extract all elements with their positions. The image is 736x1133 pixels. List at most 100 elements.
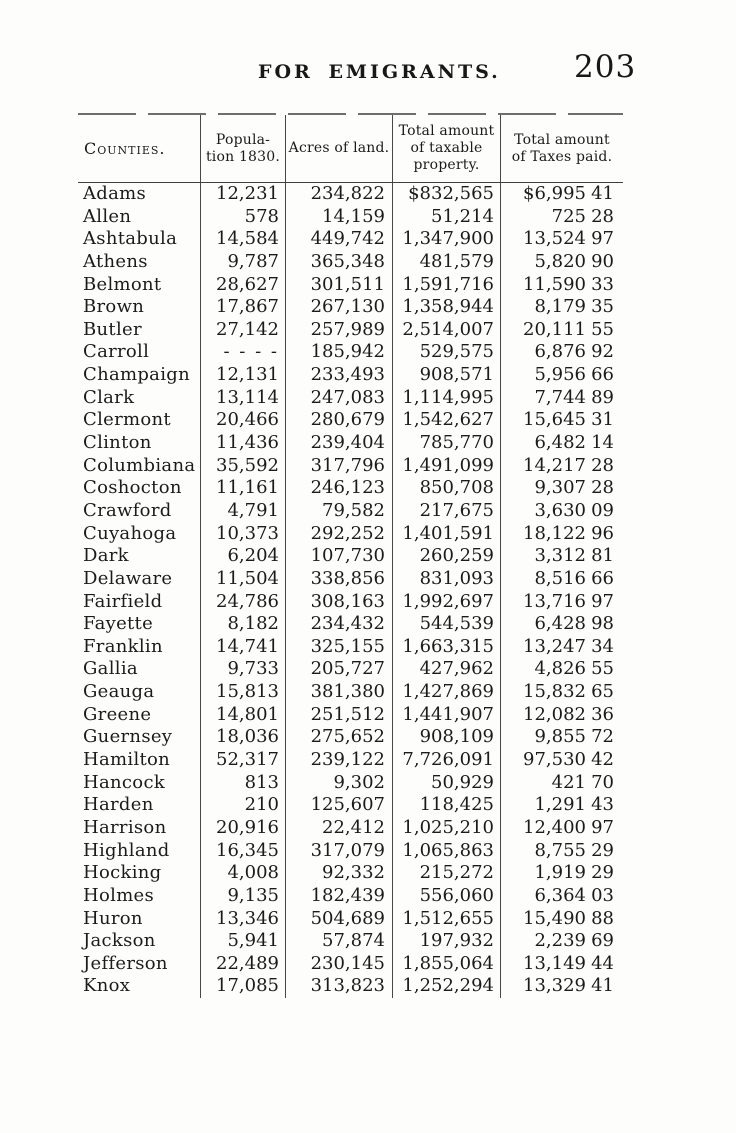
taxes-paid-value: 12,082 36 bbox=[500, 703, 623, 727]
acres-of-land-value: 205,727 bbox=[285, 658, 392, 682]
taxes-paid-cents: 69 bbox=[591, 930, 614, 952]
taxes-paid-value: 14,217 28 bbox=[500, 454, 623, 478]
taxable-property-value: 51,214 bbox=[392, 205, 500, 229]
taxes-paid-cents: 97 bbox=[591, 228, 614, 250]
taxes-paid-value: 8,755 29 bbox=[500, 839, 623, 863]
population-value: 14,741 bbox=[200, 635, 285, 659]
taxes-paid-dollars: 13,524 bbox=[523, 228, 586, 250]
taxes-paid-cents: 96 bbox=[591, 522, 614, 544]
county-name: Clinton bbox=[83, 432, 152, 454]
table-row: Harrison 20,916 22,412 1,025,210 12,400 97 bbox=[78, 816, 623, 840]
table-row: Hancock 813 9,302 50,929 421 70 bbox=[78, 771, 623, 795]
column-header-counties: Counties. bbox=[78, 115, 200, 183]
acres-of-land-value: 79,582 bbox=[285, 499, 392, 523]
taxable-property-value: 1,347,900 bbox=[392, 228, 500, 251]
acres-of-land-value: 247,083 bbox=[285, 386, 392, 410]
county-name: Hamilton bbox=[83, 749, 171, 771]
population-value: 12,231 bbox=[200, 183, 285, 206]
acres-of-land-value: 22,412 bbox=[285, 816, 392, 840]
taxable-property-value: 7,726,091 bbox=[392, 749, 500, 772]
table-row: Coshocton 11,161 246,123 850,708 9,307 28 bbox=[78, 477, 623, 500]
county-name: Dark bbox=[83, 545, 129, 567]
acres-of-land-value: 239,122 bbox=[285, 749, 392, 772]
county-name: Geauga bbox=[83, 681, 155, 703]
taxable-property-value: 1,663,315 bbox=[392, 635, 500, 659]
population-value: 52,317 bbox=[200, 749, 285, 772]
population-value: 35,592 bbox=[200, 454, 285, 478]
taxes-paid-dollars: 2,239 bbox=[534, 930, 586, 952]
taxes-paid-value: $6,995 41 bbox=[500, 183, 623, 206]
county-name: Fayette bbox=[83, 613, 154, 635]
taxable-property-value: 556,060 bbox=[392, 884, 500, 908]
table-row: Carroll - - - -185,942 529,575 6,876 92 bbox=[78, 341, 623, 365]
county-name: Guernsey bbox=[83, 726, 173, 748]
county-name: Athens bbox=[83, 250, 148, 272]
taxes-paid-dollars: 15,645 bbox=[523, 409, 586, 431]
taxable-property-value: 481,579 bbox=[392, 250, 500, 274]
taxes-paid-value: 3,630 09 bbox=[500, 499, 623, 523]
taxes-paid-dollars: 6,428 bbox=[534, 613, 586, 635]
taxes-paid-dollars: 1,291 bbox=[534, 794, 586, 816]
taxes-paid-value: 7,744 89 bbox=[500, 386, 623, 410]
table-row: Ashtabula 14,584 449,742 1,347,900 13,524 97 bbox=[78, 228, 623, 251]
population-value: 210 bbox=[200, 794, 285, 817]
taxable-property-value: 2,514,007 bbox=[392, 318, 500, 342]
column-header-line: Counties. bbox=[84, 139, 166, 158]
taxes-paid-dollars: 6,482 bbox=[534, 432, 586, 454]
column-header-line: of taxable bbox=[410, 140, 483, 156]
column-header-population: Popula- tion 1830. bbox=[200, 115, 285, 183]
population-value: 28,627 bbox=[200, 273, 285, 297]
taxes-paid-value: 5,956 66 bbox=[500, 364, 623, 387]
population-value: 17,867 bbox=[200, 296, 285, 319]
taxes-paid-value: 18,122 96 bbox=[500, 522, 623, 546]
acres-of-land-value: 308,163 bbox=[285, 590, 392, 614]
taxes-paid-value: 13,716 97 bbox=[500, 590, 623, 614]
county-name: Ashtabula bbox=[83, 228, 178, 250]
taxable-property-value: 1,992,697 bbox=[392, 590, 500, 614]
taxable-property-value: 217,675 bbox=[392, 499, 500, 523]
taxes-paid-cents: 66 bbox=[591, 364, 614, 386]
taxable-property-value: 908,571 bbox=[392, 364, 500, 387]
taxes-paid-cents: 35 bbox=[591, 296, 614, 318]
table-row: Fairfield 24,786 308,163 1,992,697 13,716 97 bbox=[78, 590, 623, 614]
acres-of-land-value: 230,145 bbox=[285, 952, 392, 976]
column-header-line: of Taxes paid. bbox=[511, 148, 613, 165]
taxable-property-value: 1,114,995 bbox=[392, 386, 500, 410]
taxes-paid-dollars: 11,590 bbox=[523, 273, 586, 295]
population-value: 20,916 bbox=[200, 816, 285, 840]
acres-of-land-value: 246,123 bbox=[285, 477, 392, 500]
taxes-paid-dollars: 15,490 bbox=[523, 907, 586, 929]
acres-of-land-value: 301,511 bbox=[285, 273, 392, 297]
taxes-paid-value: 12,400 97 bbox=[500, 816, 623, 840]
acres-of-land-value: 9,302 bbox=[285, 771, 392, 795]
taxes-paid-value: 3,312 81 bbox=[500, 545, 623, 568]
taxable-property-value: 1,542,627 bbox=[392, 409, 500, 433]
table-row: Allen 578 14,159 51,214 725 28 bbox=[78, 205, 623, 229]
taxes-paid-cents: 88 bbox=[591, 907, 614, 929]
population-value: 9,733 bbox=[200, 658, 285, 682]
column-header-line: tion 1830. bbox=[205, 148, 281, 165]
taxes-paid-value: 20,111 55 bbox=[500, 318, 623, 342]
taxes-paid-value: 2,239 69 bbox=[500, 930, 623, 953]
acres-of-land-value: 182,439 bbox=[285, 884, 392, 908]
table-row: Hamilton 52,317 239,122 7,726,091 97,530 42 bbox=[78, 749, 623, 772]
acres-of-land-value: 92,332 bbox=[285, 862, 392, 885]
table-top-rule bbox=[78, 113, 623, 115]
population-value: 11,436 bbox=[200, 432, 285, 455]
acres-of-land-value: 365,348 bbox=[285, 250, 392, 274]
population-value: 22,489 bbox=[200, 952, 285, 976]
running-head-title: FOR EMIGRANTS. bbox=[258, 61, 501, 83]
county-name: Jackson bbox=[83, 930, 156, 952]
county-name: Holmes bbox=[83, 884, 155, 906]
taxes-paid-dollars: 13,716 bbox=[523, 590, 586, 612]
county-name: Fairfield bbox=[83, 590, 163, 612]
population-value: 10,373 bbox=[200, 522, 285, 546]
taxes-paid-value: 5,820 90 bbox=[500, 250, 623, 274]
taxes-paid-dollars: 7,744 bbox=[534, 386, 586, 408]
taxes-paid-cents: 42 bbox=[591, 749, 614, 771]
acres-of-land-value: 14,159 bbox=[285, 205, 392, 229]
column-header-taxes-paid: Total amount of Taxes paid. bbox=[500, 115, 623, 183]
taxable-property-value: 197,932 bbox=[392, 930, 500, 953]
acres-of-land-value: 257,989 bbox=[285, 318, 392, 342]
taxes-paid-dollars: 3,312 bbox=[534, 545, 586, 567]
